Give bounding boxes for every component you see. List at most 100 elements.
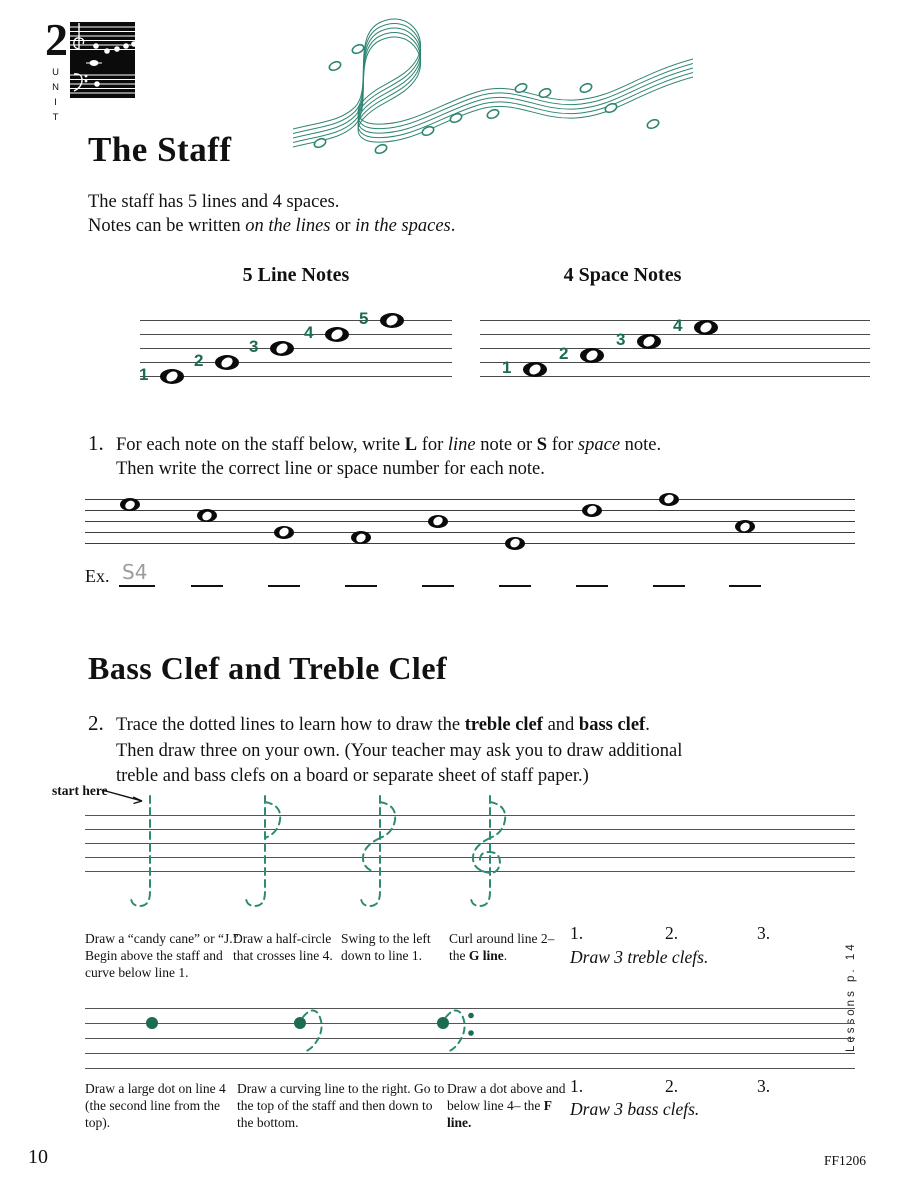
staff-line [85, 521, 855, 522]
staff-line [480, 376, 870, 377]
whole-note [380, 312, 404, 328]
start-here-arrow [101, 789, 143, 805]
staff-line [85, 1038, 855, 1039]
staff-line [140, 320, 452, 321]
staff-line [140, 348, 452, 349]
whole-note [582, 503, 602, 517]
whole-note [270, 340, 294, 356]
whole-note [428, 514, 448, 528]
whole-note [637, 333, 661, 349]
answer-blank [345, 585, 377, 587]
answer-blank [653, 585, 685, 587]
staff-line [85, 843, 855, 844]
staff-line [85, 499, 855, 500]
staff-line [85, 871, 855, 872]
treble-clef-trace-staff [85, 790, 855, 920]
intro-line-2: Notes can be written on the lines or in … [88, 216, 456, 236]
note-number-label: 3 [249, 337, 259, 356]
staff-line [140, 362, 452, 363]
whole-note [274, 525, 294, 539]
staff-line [480, 320, 870, 321]
whole-note [215, 354, 239, 370]
whole-note [659, 492, 679, 506]
note-number-label: 4 [673, 316, 683, 335]
staff-line [85, 1008, 855, 1009]
space-notes-staff: 1 2 3 4 [480, 310, 870, 390]
start-here-label: start here [52, 783, 108, 798]
example-label: Ex. [85, 566, 110, 586]
treble-draw-caption: Draw 3 treble clefs. [570, 947, 709, 967]
unit-label: UNIT [50, 67, 61, 127]
whole-note [351, 531, 371, 544]
space-notes-heading: 4 Space Notes [563, 264, 682, 286]
staff-line [85, 1068, 855, 1069]
treble-draw-number-3: 3. [757, 923, 771, 943]
decorative-staff-swirl [293, 18, 693, 155]
answer-blank [576, 585, 608, 587]
exercise-2-text: Trace the dotted lines to learn how to d… [116, 713, 776, 790]
staff-line [480, 334, 870, 335]
note-number-label: 4 [304, 323, 314, 342]
exercise-2-number: 2. [88, 711, 104, 735]
section-title-the-staff: The Staff [88, 130, 232, 169]
bass-step-1-instruction: Draw a large dot on line 4 (the second l… [85, 1081, 226, 1130]
example-answer-underline [119, 585, 155, 587]
bass-clef-trace-art [146, 1009, 474, 1053]
whole-note [160, 368, 184, 384]
treble-step-3-instruction: Swing to the left down to line 1. [341, 931, 431, 963]
bass-draw-number-3: 3. [757, 1076, 771, 1096]
whole-note [120, 498, 140, 511]
staff-line [480, 348, 870, 349]
catalog-code: FF1206 [824, 1153, 867, 1168]
example-answer: S4 [122, 560, 148, 584]
unit-number: 2 [45, 14, 68, 65]
answer-blank [729, 585, 761, 587]
note-number-label: 1 [502, 358, 512, 377]
bass-draw-caption: Draw 3 bass clefs. [570, 1099, 700, 1119]
whole-note [325, 326, 349, 342]
whole-note [523, 361, 547, 377]
staff-line [85, 510, 855, 511]
treble-draw-number-1: 1. [570, 923, 584, 943]
staff-line [480, 362, 870, 363]
intro-line-1: The staff has 5 lines and 4 spaces. [88, 192, 340, 212]
treble-draw-numbers: 1. 2. 3. [570, 923, 840, 945]
line-notes-staff: 1 2 3 4 5 [139, 309, 452, 390]
bass-draw-numbers: 1. 2. 3. [570, 1076, 840, 1098]
staff-line [85, 857, 855, 858]
exercise-2-line-2: Then draw three on your own. (Your teach… [116, 740, 683, 761]
bass-draw-number-1: 1. [570, 1076, 584, 1096]
note-number-label: 1 [139, 365, 149, 384]
grand-staff-badge-art [70, 22, 135, 98]
exercise-2-line-3: treble and bass clefs on a board or sepa… [116, 766, 589, 786]
note-number-label: 3 [616, 330, 626, 349]
unit-badge: 2 UNIT [45, 14, 140, 127]
line-notes-heading: 5 Line Notes [242, 264, 350, 286]
treble-clef-trace-art [130, 795, 507, 908]
treble-step-2-instruction: Draw a half-circle that crosses line 4. [233, 931, 333, 963]
whole-note [694, 319, 718, 335]
staff-line [85, 1053, 855, 1054]
bass-step-3-instruction: Draw a dot above and below line 4– the F… [447, 1081, 566, 1130]
exercise-1-line-2: Then write the correct line or space num… [116, 459, 545, 479]
whole-note [197, 509, 217, 522]
treble-step-1-instruction: Draw a “candy cane” or “J.” Begin above … [85, 931, 239, 980]
whole-note [580, 347, 604, 363]
staff-intro-text: The staff has 5 lines and 4 spaces. Note… [88, 190, 708, 238]
bass-draw-number-2: 2. [665, 1076, 679, 1096]
staff-line [85, 815, 855, 816]
note-number-label: 5 [359, 309, 369, 328]
exercise-2-line-1: Trace the dotted lines to learn how to d… [116, 715, 650, 735]
treble-step-4-instruction: Curl around line 2–the G line. [449, 931, 555, 963]
exercise-1-staff [85, 492, 855, 550]
answer-blank [191, 585, 223, 587]
note-number-label: 2 [559, 344, 569, 363]
exercise-1-text: For each note on the staff below, write … [116, 433, 776, 481]
exercise-1-line-1: For each note on the staff below, write … [116, 435, 662, 455]
answer-blank [422, 585, 454, 587]
bass-clef-trace-staff [85, 1005, 855, 1073]
staff-line [85, 829, 855, 830]
staff-line [85, 543, 855, 544]
staff-line [85, 532, 855, 533]
